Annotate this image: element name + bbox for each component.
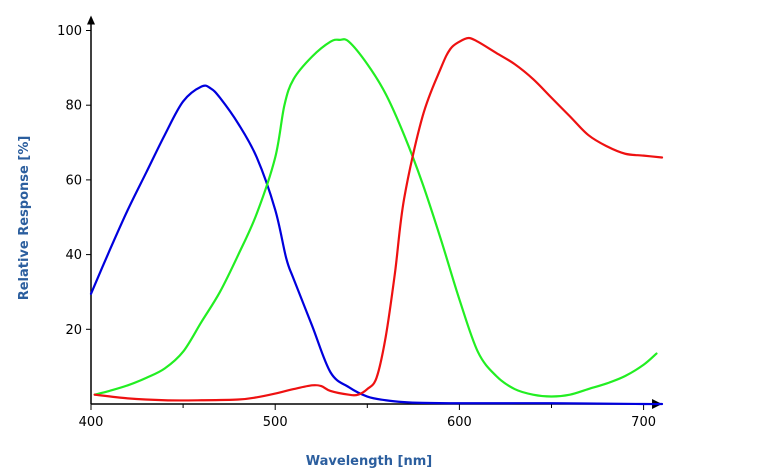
blue-response-line [89,84,664,406]
series-group [89,36,664,406]
y-axis-title: Relative Response [%] [17,136,32,301]
x-tick-label: 600 [447,415,472,430]
x-tick-label: 400 [79,415,104,430]
y-tick-label: 100 [57,24,82,39]
x-axis-title: Wavelength [nm] [306,454,432,469]
y-axis-arrow [87,15,95,25]
red-response-line [93,36,664,402]
x-tick-label: 700 [631,415,656,430]
y-tick-label: 60 [65,173,82,188]
y-tick-label: 40 [65,248,82,263]
green-response-line [93,38,658,398]
tick-labels: 20 40 60 80 100 400 500 600 700 [57,24,656,430]
y-tick-label: 20 [65,323,82,338]
y-tick-label: 80 [65,99,82,114]
x-tick-label: 500 [263,415,288,430]
